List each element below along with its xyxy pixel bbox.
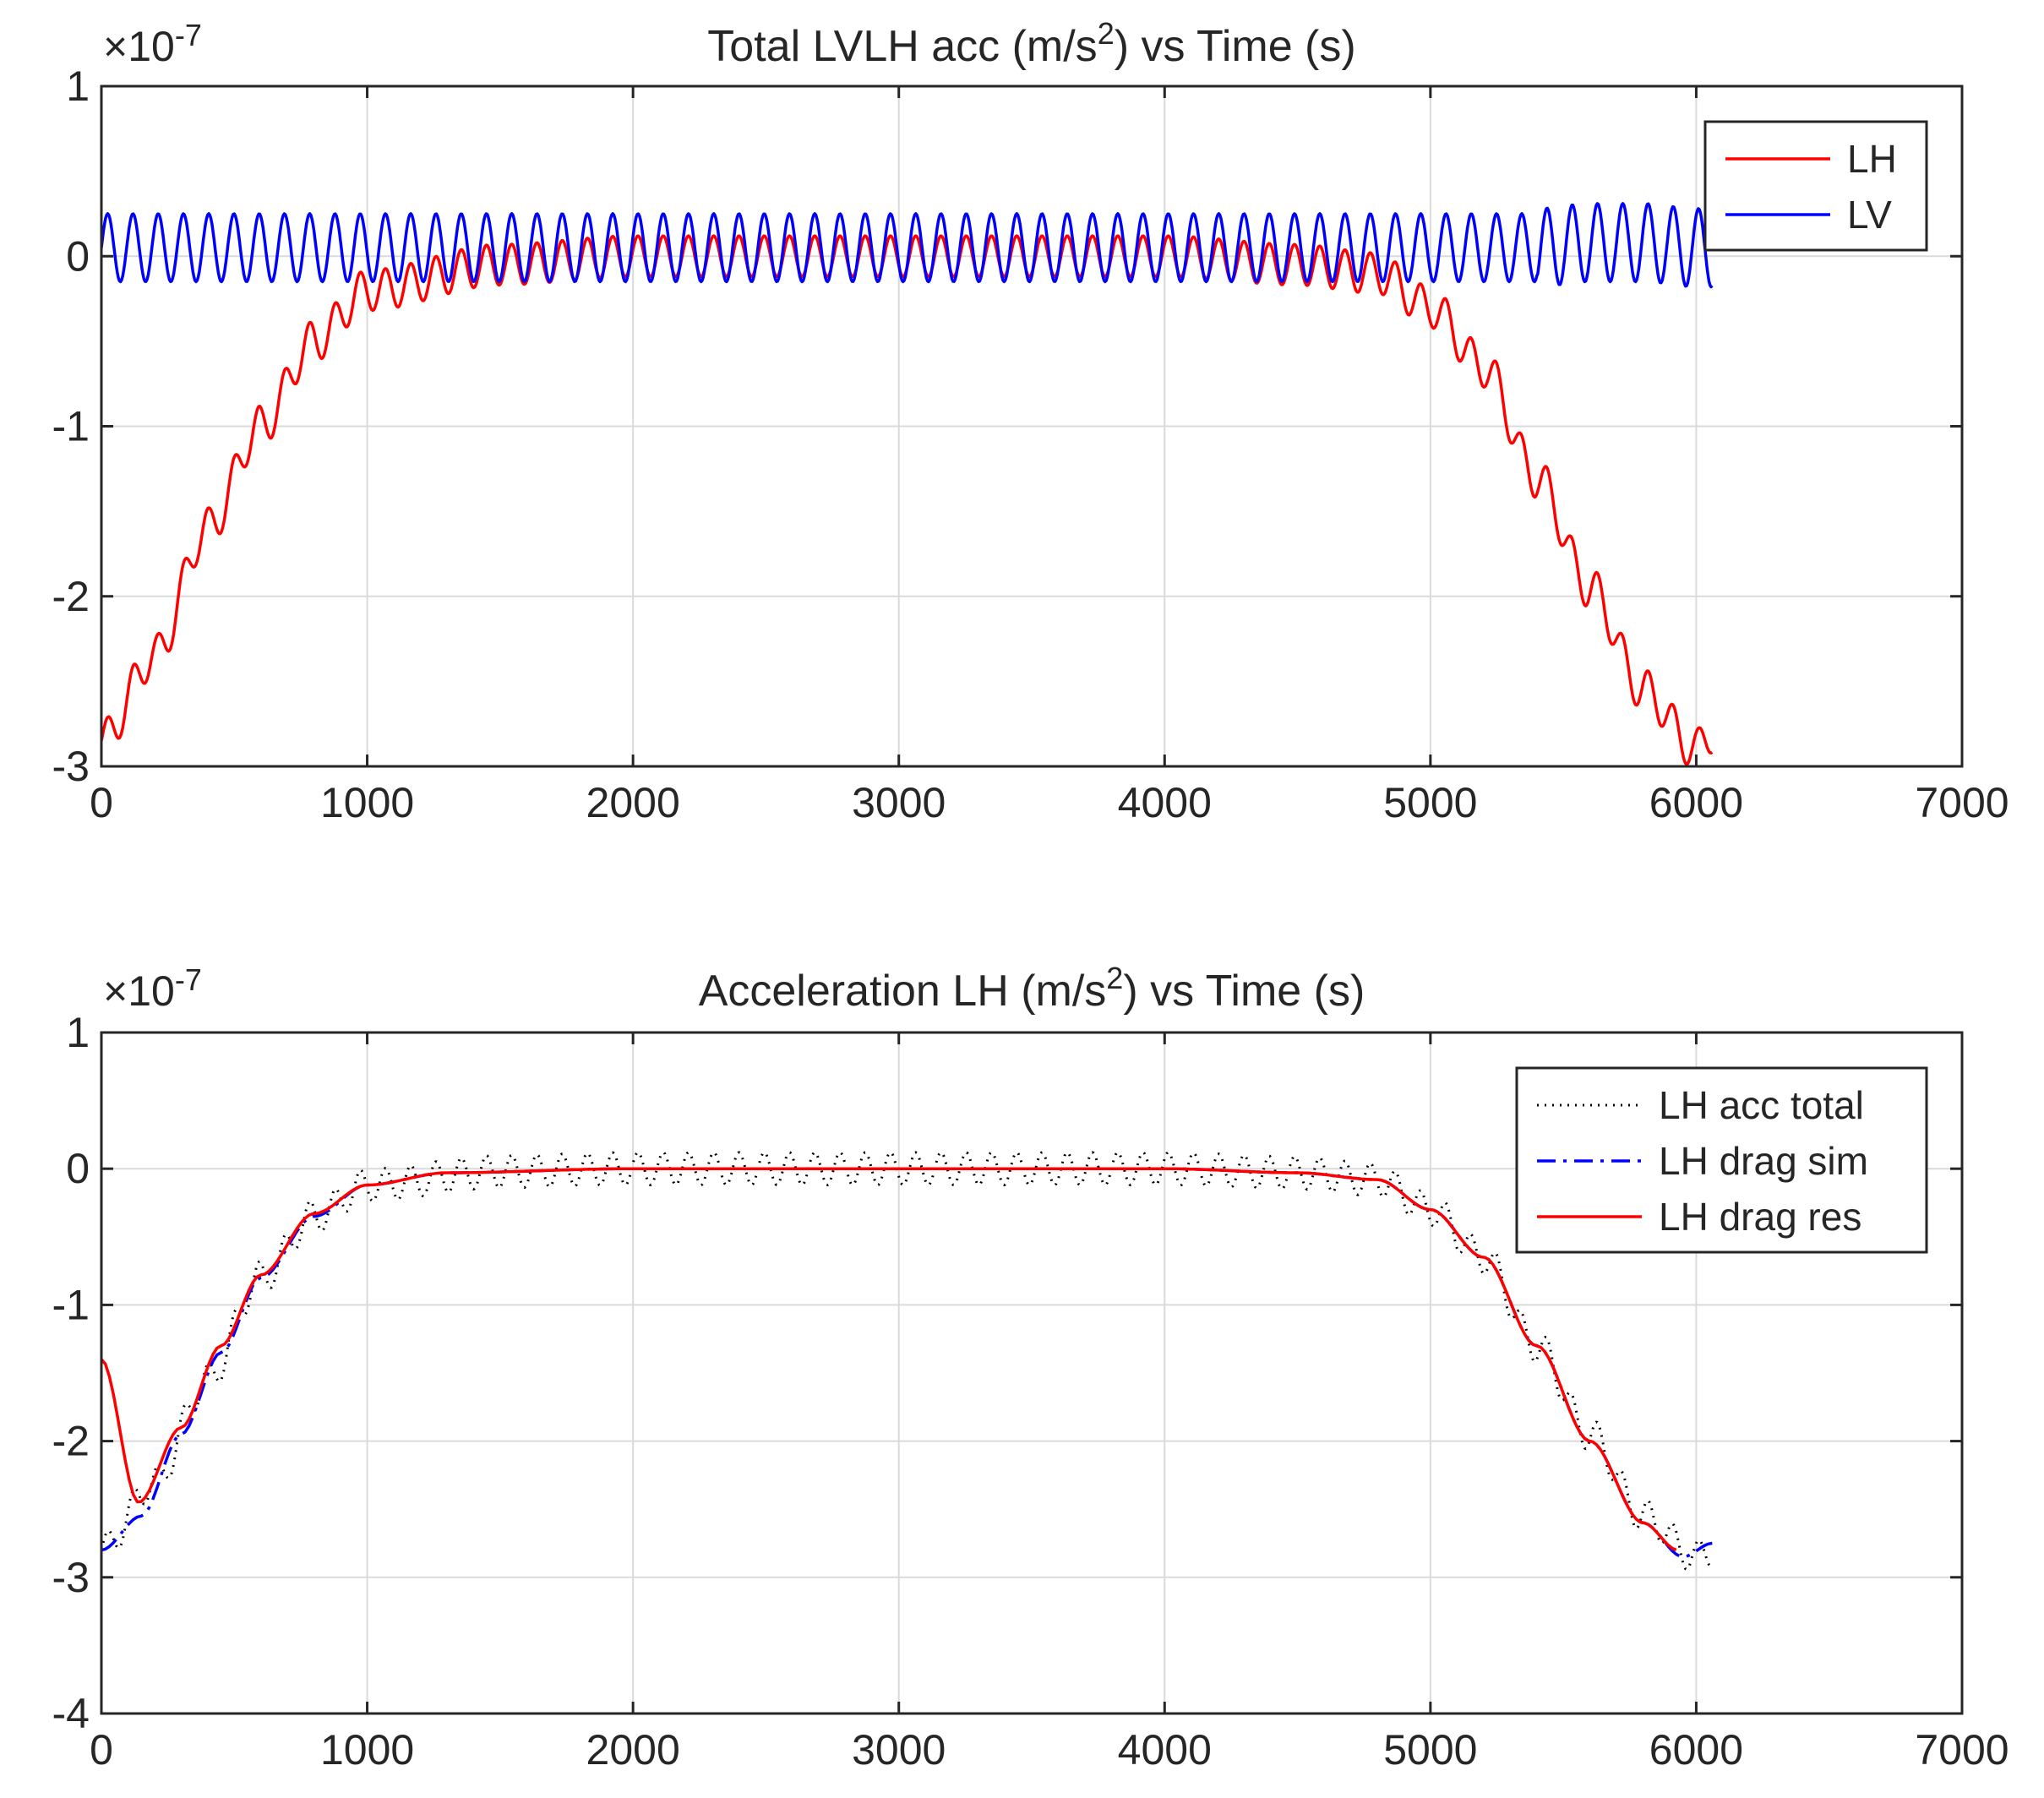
legend-label: LH drag sim: [1659, 1139, 1868, 1183]
chart-title-superscript: 2: [1098, 16, 1115, 51]
x-tick-label: 7000: [1915, 779, 2009, 826]
y-tick-label: 1: [66, 63, 90, 110]
y-exponent-label: ×10-7: [103, 18, 202, 70]
chart-title-superscript: 2: [1106, 961, 1123, 995]
axes-box: [100, 1031, 1964, 1715]
y-tick-label: 0: [66, 1145, 90, 1192]
x-tick-label: 0: [90, 1726, 113, 1773]
x-tick-label: 2000: [586, 779, 680, 826]
legend: LH LV: [1703, 120, 1928, 252]
x-tick-label: 1000: [320, 1726, 414, 1773]
legend-label: LH: [1847, 137, 1897, 181]
y-tick-label: -1: [52, 403, 90, 450]
series-group: [101, 1151, 1714, 1571]
grid-lines: [101, 86, 1962, 766]
x-tick-label: 6000: [1649, 779, 1743, 826]
grid-lines: [101, 1032, 1962, 1714]
chart-panel-1: 0 1000 2000 3000 4000 5000 6000 7000 -3 -2 -1 0 1 ×10…: [52, 16, 2009, 826]
exponent-power: -7: [175, 18, 202, 52]
x-tick-label: 0: [90, 779, 113, 826]
legend-label: LH acc total: [1659, 1083, 1864, 1127]
chart-title-main: Total LVLH acc (m/s: [707, 22, 1097, 71]
y-tick-label: -4: [52, 1690, 90, 1737]
y-tick-label: -2: [52, 1418, 90, 1465]
x-tick-label: 1000: [320, 779, 414, 826]
exponent-base: ×10: [103, 23, 175, 70]
x-tick-label: 3000: [852, 1726, 946, 1773]
x-tick-label: 7000: [1915, 1726, 2009, 1773]
exponent-base: ×10: [103, 967, 175, 1015]
x-tick-label: 3000: [852, 779, 946, 826]
chart-title: Total LVLH acc (m/s2) vs Time (s): [707, 16, 1355, 71]
x-tick-label: 4000: [1118, 1726, 1212, 1773]
chart-title-main: Acceleration LH (m/s: [699, 967, 1107, 1016]
exponent-power: -7: [175, 962, 202, 997]
x-tick-label: 6000: [1649, 1726, 1743, 1773]
y-tick-label: -2: [52, 573, 90, 620]
chart-panel-2: 0 1000 2000 3000 4000 5000 6000 7000 -4 -3 -2 -1 0 1 ×…: [52, 961, 2009, 1773]
x-tick-label: 2000: [586, 1726, 680, 1773]
x-tick-label: 4000: [1118, 779, 1212, 826]
y-tick-label: -1: [52, 1281, 90, 1328]
y-tick-label: 0: [66, 232, 90, 280]
tick-labels: 0 1000 2000 3000 4000 5000 6000 7000 -3 -2 -1 0 1: [52, 63, 2009, 826]
series-line-lh: [101, 234, 1714, 766]
tick-labels: 0 1000 2000 3000 4000 5000 6000 7000 -4 -3 -2 -1 0 1: [52, 1009, 2009, 1773]
series-group: [101, 202, 1714, 766]
chart-title-rest: ) vs Time (s): [1115, 22, 1356, 71]
series-line-lh-drag-sim: [101, 1167, 1713, 1559]
legend-label: LH drag res: [1659, 1195, 1861, 1239]
y-tick-label: -3: [52, 1554, 90, 1601]
series-line-lh-acc-total: [101, 1151, 1714, 1571]
series-line-lv: [101, 202, 1714, 289]
x-tick-label: 5000: [1383, 1726, 1477, 1773]
x-tick-label: 5000: [1383, 779, 1477, 826]
legend-box: [1703, 120, 1928, 252]
chart-title: Acceleration LH (m/s2) vs Time (s): [699, 961, 1365, 1016]
legend-label: LV: [1847, 193, 1892, 237]
chart-title-rest: ) vs Time (s): [1123, 967, 1365, 1016]
series-line-lh-drag-res: [101, 1167, 1677, 1552]
y-tick-label: 1: [66, 1009, 90, 1056]
y-exponent-label: ×10-7: [103, 962, 202, 1015]
legend: LH acc total LH drag sim LH drag res: [1515, 1066, 1928, 1254]
y-tick-label: -3: [52, 743, 90, 790]
